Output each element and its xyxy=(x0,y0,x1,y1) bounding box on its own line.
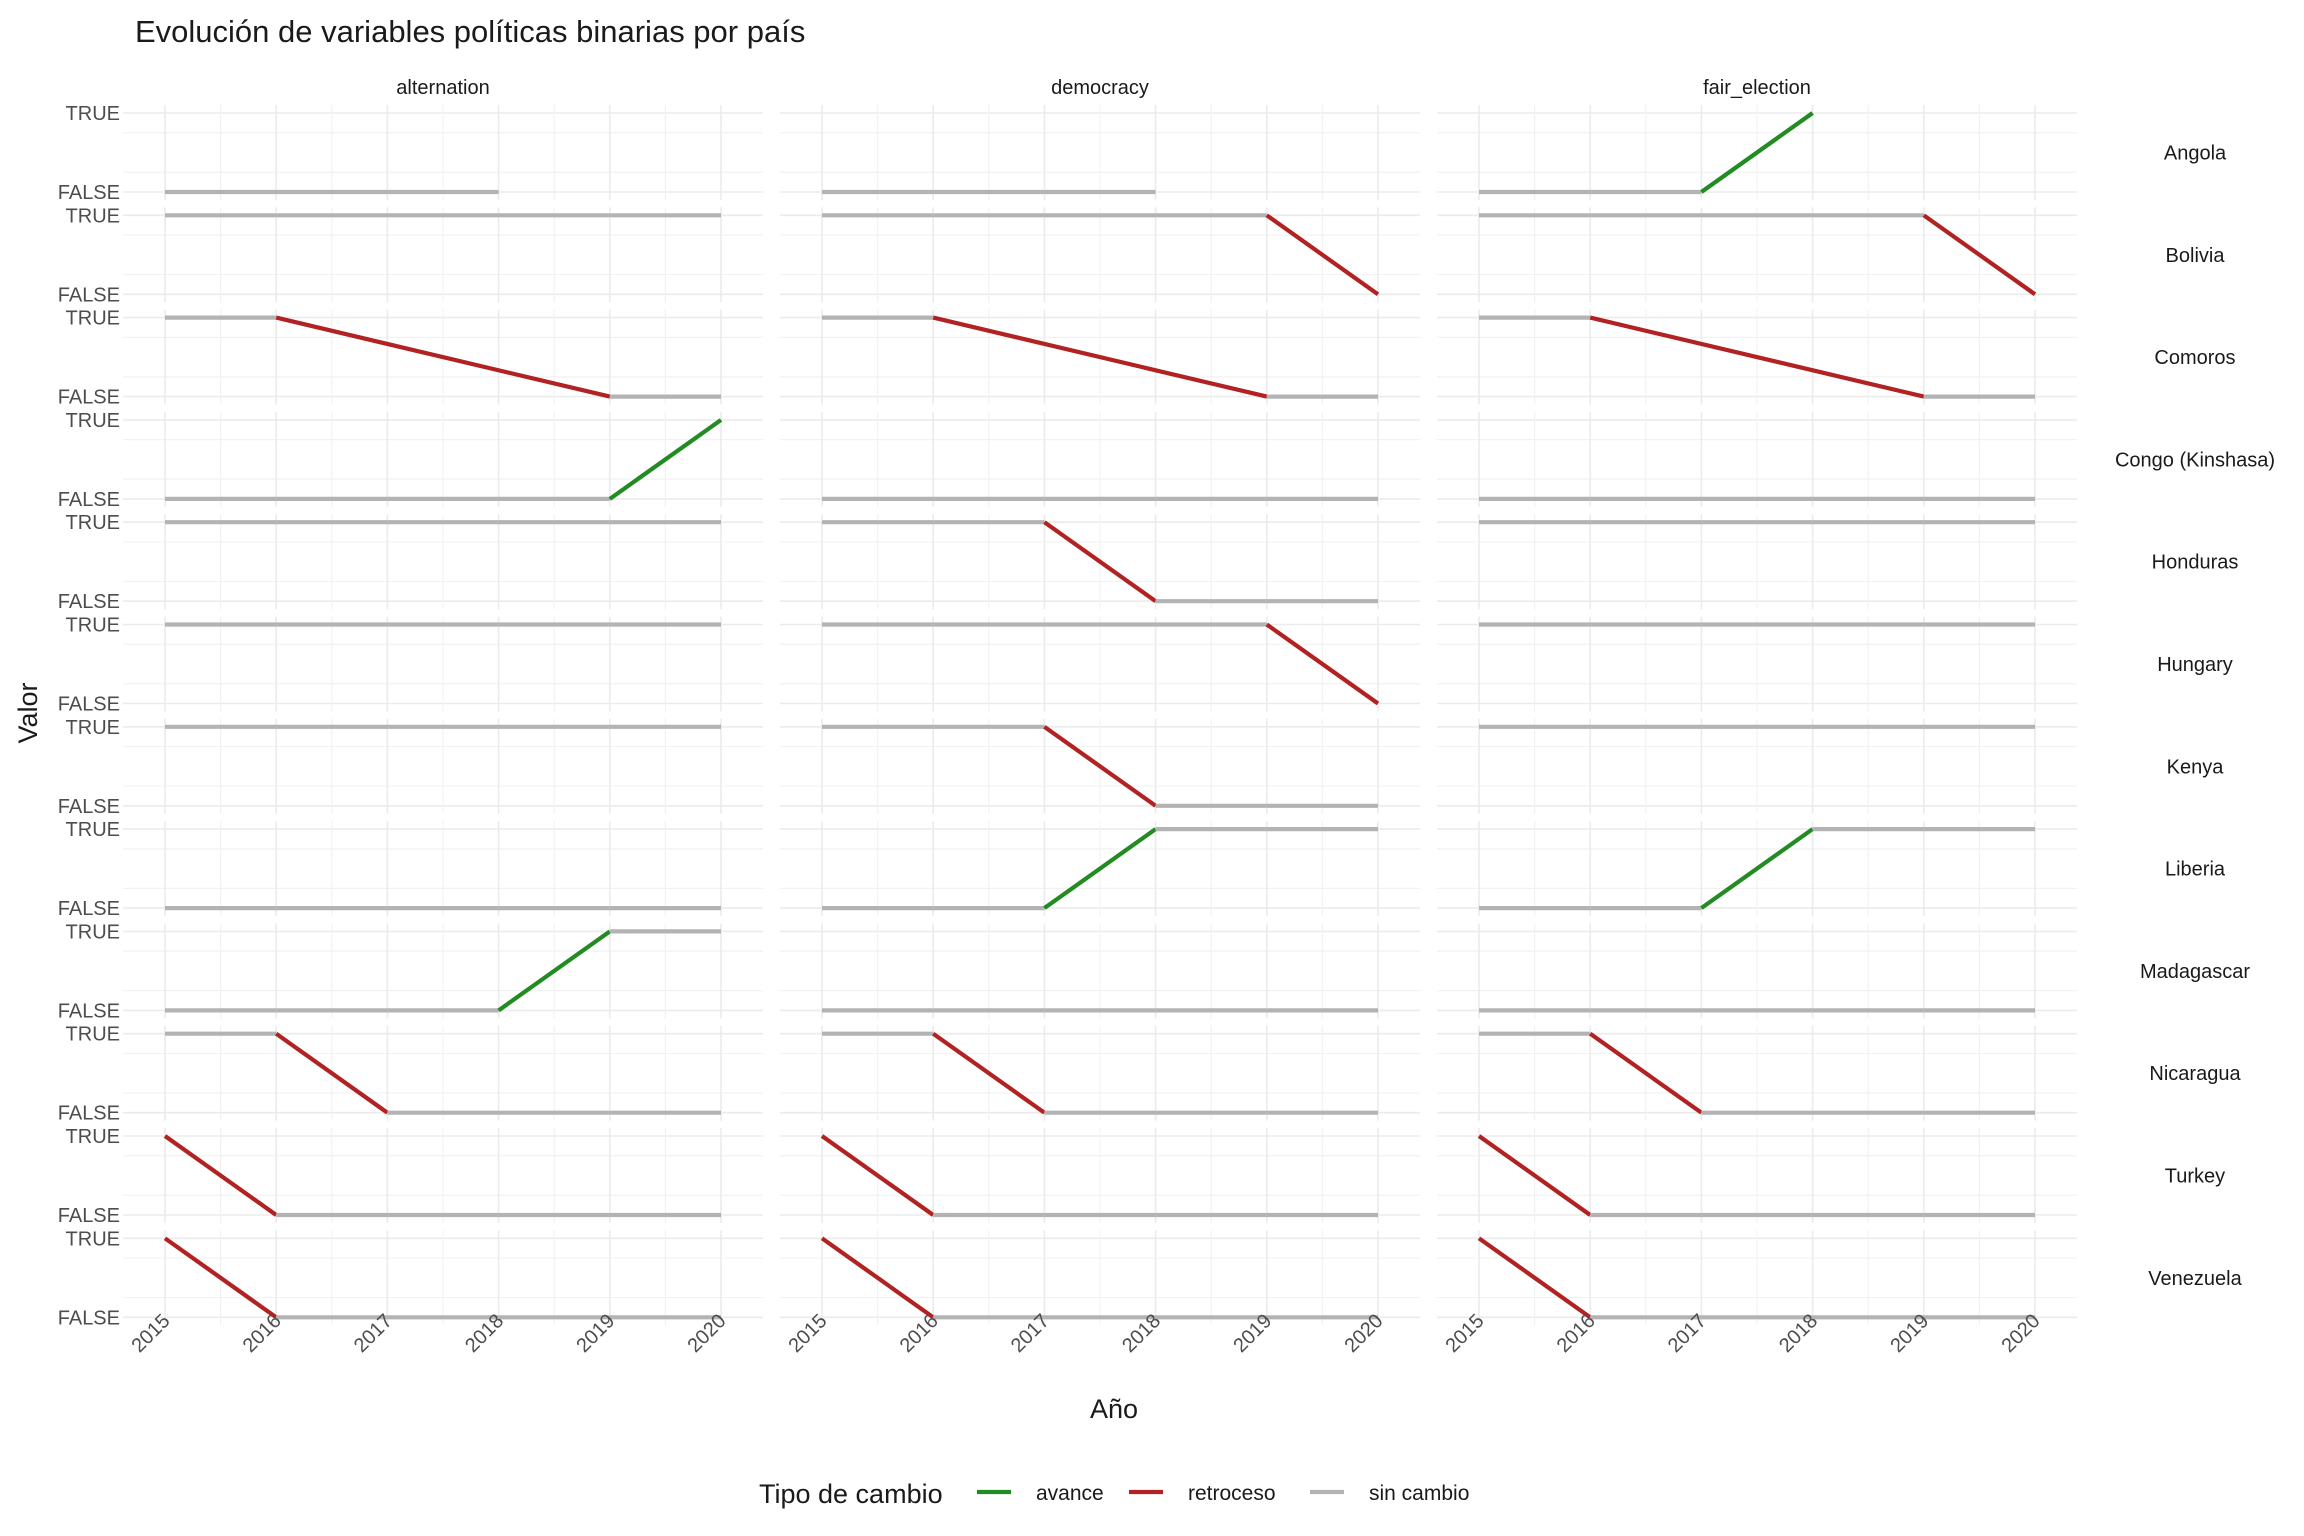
facet-strip-fair_election: fair_election xyxy=(1703,77,1811,99)
facet-strip-row: Bolivia xyxy=(2166,245,2226,267)
y-tick-label: TRUE xyxy=(66,1228,120,1250)
facet-strip-democracy: democracy xyxy=(1051,77,1149,99)
facet-strip-row: Venezuela xyxy=(2148,1268,2242,1290)
facet-strip-row: Congo (Kinshasa) xyxy=(2115,449,2275,471)
y-tick-label: FALSE xyxy=(58,1307,120,1329)
y-tick-label: FALSE xyxy=(58,387,120,409)
y-tick-label: TRUE xyxy=(66,1126,120,1148)
series-segment-avance xyxy=(1700,111,1814,194)
series-segment-retroceso xyxy=(820,1134,935,1217)
series-segment-retroceso xyxy=(1922,213,2037,297)
series-segment-retroceso xyxy=(931,1031,1046,1115)
x-axis-title: Año xyxy=(1090,1394,1138,1424)
series-segment-retroceso xyxy=(1589,315,1925,399)
y-tick-label: FALSE xyxy=(58,1103,120,1125)
facet-strip-row: Angola xyxy=(2164,143,2227,165)
y-tick-label: TRUE xyxy=(66,819,120,841)
facet-strip-alternation: alternation xyxy=(396,77,489,99)
series-segment-avance xyxy=(608,418,723,501)
y-tick-label: TRUE xyxy=(66,1024,120,1046)
series-segment-retroceso xyxy=(1043,725,1157,808)
y-tick-label: FALSE xyxy=(58,489,120,511)
y-tick-label: FALSE xyxy=(58,591,120,613)
y-tick-label: TRUE xyxy=(66,103,120,125)
series-segment-avance xyxy=(497,929,612,1013)
series-segment-retroceso xyxy=(932,315,1268,399)
facet-strip-row: Comoros xyxy=(2154,347,2235,369)
series-segment-avance xyxy=(1700,827,1814,910)
y-tick-label: TRUE xyxy=(66,717,120,739)
series-segment-retroceso xyxy=(1265,622,1380,706)
y-tick-label: FALSE xyxy=(58,1205,120,1227)
line-layer xyxy=(163,111,2037,1320)
legend-title: Tipo de cambio xyxy=(759,1479,943,1509)
series-segment-retroceso xyxy=(1043,520,1157,603)
y-tick-label: TRUE xyxy=(66,205,120,227)
y-tick-label: FALSE xyxy=(58,182,120,204)
y-tick-label: FALSE xyxy=(58,284,120,306)
facet-strip-row: Nicaragua xyxy=(2149,1063,2241,1085)
y-tick-label: FALSE xyxy=(58,898,120,920)
series-segment-retroceso xyxy=(163,1134,278,1217)
y-tick-label: TRUE xyxy=(66,615,120,637)
legend-label: sin cambio xyxy=(1369,1482,1469,1505)
y-tick-label: FALSE xyxy=(58,796,120,818)
series-segment-retroceso xyxy=(1477,1134,1592,1217)
facet-strip-row: Honduras xyxy=(2152,552,2239,574)
series-segment-retroceso xyxy=(163,1236,278,1320)
series-segment-retroceso xyxy=(274,1031,389,1115)
series-segment-retroceso xyxy=(820,1236,935,1320)
y-axis-title: Valor xyxy=(13,682,43,743)
series-segment-retroceso xyxy=(1588,1031,1703,1115)
legend: Tipo de cambio avance retroceso sin cambio xyxy=(759,1479,1469,1509)
series-segment-retroceso xyxy=(1265,213,1380,297)
facet-strip-row: Hungary xyxy=(2157,654,2233,676)
series-segment-avance xyxy=(1043,827,1157,910)
y-tick-label: FALSE xyxy=(58,1000,120,1022)
grid-layer xyxy=(123,105,2077,1326)
y-tick-label: TRUE xyxy=(66,921,120,943)
y-tick-label: TRUE xyxy=(66,308,120,330)
facet-strip-row: Kenya xyxy=(2167,756,2225,778)
legend-label: retroceso xyxy=(1188,1482,1276,1505)
y-tick-label: FALSE xyxy=(58,694,120,716)
series-segment-retroceso xyxy=(1477,1236,1592,1320)
y-tick-label: TRUE xyxy=(66,512,120,534)
facet-strip-row: Liberia xyxy=(2165,859,2226,881)
chart-title: Evolución de variables políticas binaria… xyxy=(135,14,805,49)
legend-label: avance xyxy=(1036,1482,1104,1505)
series-segment-retroceso xyxy=(275,315,611,399)
facet-strip-row: Madagascar xyxy=(2140,961,2250,983)
facet-strip-row: Turkey xyxy=(2165,1166,2225,1188)
y-tick-label: TRUE xyxy=(66,410,120,432)
